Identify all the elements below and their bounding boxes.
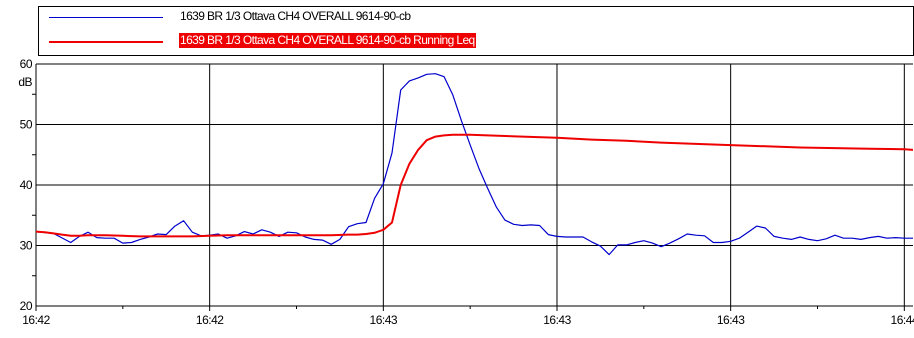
- y-tick-label: 60: [20, 57, 33, 71]
- legend-item-vibration: 1639 BR 1/3 Ottava CH4 OVERALL 9614-90-c…: [39, 7, 913, 27]
- x-tick-label: 16:42: [196, 313, 224, 327]
- y-tick-label: 40: [20, 178, 33, 192]
- legend-label-vibration: 1639 BR 1/3 Ottava CH4 OVERALL 9614-90-c…: [180, 9, 411, 23]
- chart-legend: 1639 BR 1/3 Ottava CH4 OVERALL 9614-90-c…: [38, 6, 914, 56]
- legend-label-running-leq: 1639 BR 1/3 Ottava CH4 OVERALL 9614-90-c…: [179, 33, 476, 48]
- legend-swatch-red: [49, 41, 163, 43]
- series-line-vibration: [35, 73, 913, 256]
- y-tick-label: 30: [20, 239, 33, 253]
- y-axis-label: dB: [18, 75, 32, 89]
- chart-grid: [36, 63, 913, 306]
- chart-axes: [35, 63, 913, 307]
- series-line-running-leq: [35, 133, 914, 238]
- chart-series: [35, 73, 914, 256]
- x-tick-label: 16:43: [370, 313, 398, 327]
- x-tick-label: 16:44: [891, 313, 914, 327]
- y-tick-label: 20: [20, 299, 33, 313]
- x-tick-label: 16:42: [22, 313, 50, 327]
- chart-labels: 20 30 40 50 60 dB 16:42 16:42 16:43 16:43 16:43 16:…: [18, 57, 914, 327]
- x-tick-label: 16:43: [543, 313, 571, 327]
- legend-swatch-blue: [49, 17, 163, 18]
- legend-item-running-leq: 1639 BR 1/3 Ottava CH4 OVERALL 9614-90-c…: [39, 31, 913, 51]
- y-tick-label: 50: [20, 118, 33, 132]
- chart-ticks: [32, 93, 905, 311]
- x-tick-label: 16:43: [717, 313, 745, 327]
